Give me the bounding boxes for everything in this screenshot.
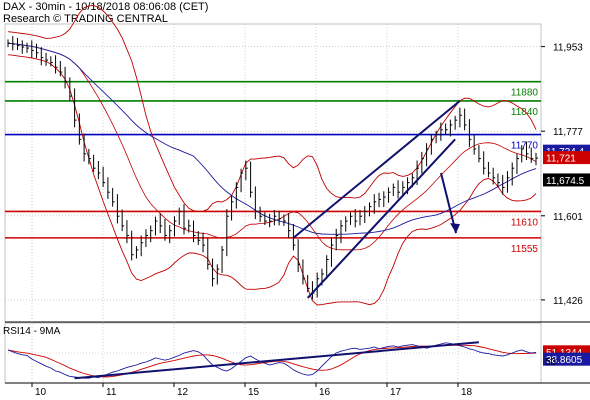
price-label: 11,721 [546,154,576,165]
level-label: 11880 [511,88,539,99]
projection-arrow-line [440,172,457,234]
y-tick-label: 11,426 [553,296,583,307]
rsi-label-box [543,352,590,366]
bollinger-middle-band [7,42,537,251]
x-tick-label: 17 [390,387,402,398]
trend-channel-upper [292,100,461,239]
level-label: 11840 [511,107,539,118]
price-label: 11,674.5 [546,176,585,187]
level-label: 11770 [511,141,539,152]
rsi-value-label: 38.8605 [546,355,583,366]
rsi-axis-label: 50 [545,357,557,368]
rsi-panel-label: RSI14 - 9MA [3,326,61,337]
x-tick-label: 11 [106,387,117,398]
price-label-box [543,173,590,187]
chart-header-title: DAX - 30min - 10/18/2018 08:06:08 (CET) [3,1,209,13]
chart-header-credit: Research © TRADING CENTRAL [3,13,168,25]
bollinger-upper-band [7,4,537,212]
x-tick-label: 12 [177,387,189,398]
x-tick-label: 18 [461,387,473,398]
y-tick-label: 11,953 [553,43,583,54]
rsi-line [7,342,537,379]
y-tick-label: 11,601 [553,212,583,223]
price-label-box [543,151,590,165]
y-tick-label: 11,777 [553,127,583,138]
x-tick-label: 15 [248,387,260,398]
x-tick-label: 16 [319,387,331,398]
moving-average-line [7,42,537,235]
projection-arrowhead [450,223,460,234]
price-plot-frame [4,23,542,323]
bollinger-lower-band [7,54,537,306]
x-tick-label: 10 [35,387,47,398]
level-label: 11555 [511,244,539,255]
level-label: 11610 [511,217,539,228]
rsi-trendline [74,341,480,380]
trend-channel-lower [306,138,456,299]
